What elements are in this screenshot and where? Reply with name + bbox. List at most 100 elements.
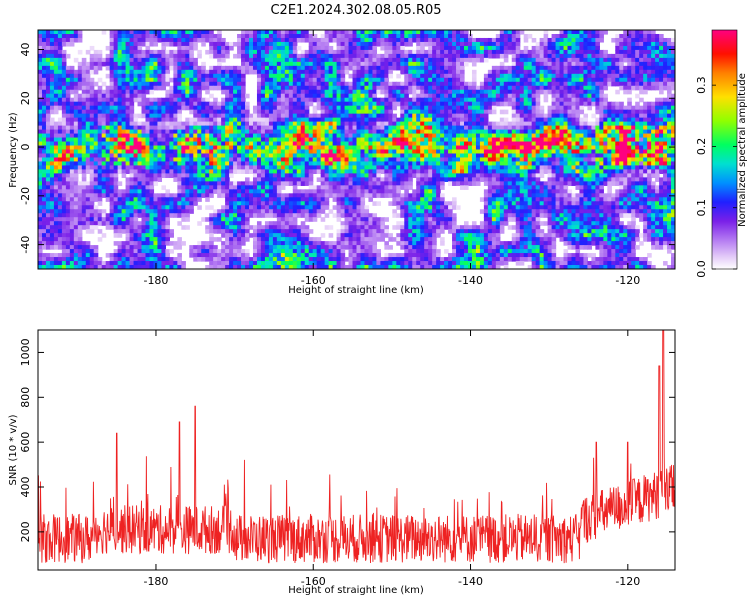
heatmap-cell — [41, 125, 47, 131]
heatmap-cell — [559, 109, 565, 115]
heatmap-cell — [607, 149, 612, 155]
heatmap-cell — [659, 125, 664, 131]
heatmap-cell — [45, 145, 51, 151]
heatmap-cell — [647, 33, 652, 39]
heatmap-cell — [440, 149, 445, 155]
heatmap-cell — [663, 125, 668, 131]
heatmap-cell — [631, 125, 636, 131]
heatmap-cell — [631, 109, 636, 115]
heatmap-cell — [77, 105, 83, 111]
heatmap-cell — [523, 121, 529, 127]
heatmap-cell — [436, 41, 441, 47]
heatmap-cell — [651, 37, 656, 43]
heatmap-cell — [141, 161, 147, 167]
heatmap-cell — [316, 137, 322, 143]
heatmap-cell — [316, 53, 322, 59]
heatmap-cell — [448, 161, 453, 167]
heatmap-cell — [145, 141, 151, 147]
heatmap-cell — [579, 105, 585, 111]
heatmap-cell — [360, 129, 366, 135]
heatmap-cell — [448, 133, 453, 139]
heatmap-cell — [515, 45, 521, 51]
heatmap-cell — [667, 101, 672, 107]
heatmap-cell — [487, 161, 493, 167]
heatmap-cell — [189, 69, 194, 75]
heatmap-cell — [249, 121, 254, 127]
heatmap-cell — [651, 45, 656, 51]
heatmap-cell — [260, 153, 266, 159]
heatmap-cell — [424, 137, 429, 143]
heatmap-cell — [444, 85, 449, 91]
heatmap-cell — [73, 157, 79, 163]
heatmap-cell — [53, 153, 59, 159]
heatmap-cell — [651, 113, 656, 119]
heatmap-cell — [635, 105, 640, 111]
heatmap-cell — [61, 85, 67, 91]
heatmap-cell — [328, 57, 334, 63]
heatmap-cell — [551, 41, 557, 47]
heatmap-cell — [233, 137, 238, 143]
heatmap-cell — [324, 57, 330, 63]
heatmap-cell — [491, 89, 497, 95]
heatmap-cell — [340, 73, 346, 79]
heatmap-cell — [547, 81, 553, 87]
heatmap-cell — [296, 113, 302, 119]
heatmap-cell — [575, 105, 581, 111]
heatmap-cell — [535, 129, 541, 135]
heatmap-cell — [185, 49, 190, 55]
heatmap-cell — [555, 57, 561, 63]
heatmap-cell — [655, 57, 660, 63]
heatmap-cell — [69, 69, 75, 75]
heatmap-cell — [229, 153, 234, 159]
heatmap-cell — [77, 149, 83, 155]
heatmap-cell — [615, 141, 620, 147]
heatmap-cell — [583, 33, 589, 39]
heatmap-cell — [292, 101, 298, 107]
heatmap-cell — [392, 49, 397, 55]
heatmap-cell — [45, 33, 51, 39]
heatmap-cell — [436, 161, 441, 167]
heatmap-cell — [272, 61, 278, 67]
heatmap-cell — [320, 161, 326, 167]
heatmap-cell — [440, 125, 445, 131]
heatmap-cell — [89, 121, 95, 127]
heatmap-cell — [38, 41, 43, 47]
heatmap-cell — [241, 81, 246, 87]
heatmap-cell — [603, 77, 608, 83]
heatmap-cell — [165, 117, 170, 123]
heatmap-cell — [647, 65, 652, 71]
heatmap-cell — [412, 69, 417, 75]
heatmap-cell — [229, 141, 234, 147]
heatmap-cell — [495, 73, 501, 79]
heatmap-cell — [531, 109, 537, 115]
heatmap-cell — [161, 41, 166, 47]
heatmap-cell — [300, 33, 306, 39]
heatmap-cell — [85, 81, 91, 87]
heatmap-cell — [181, 69, 186, 75]
heatmap-cell — [404, 141, 409, 147]
heatmap-cell — [49, 89, 55, 95]
heatmap-cell — [567, 97, 573, 103]
heatmap-cell — [499, 69, 505, 75]
heatmap-cell — [619, 65, 624, 71]
heatmap-cell — [671, 133, 675, 139]
heatmap-cell — [627, 109, 632, 115]
heatmap-cell — [595, 153, 600, 159]
heatmap-cell — [535, 133, 541, 139]
heatmap-cell — [408, 81, 413, 87]
heatmap-cell — [169, 121, 174, 127]
heatmap-cell — [121, 145, 127, 151]
heatmap-cell — [507, 153, 513, 159]
heatmap-cell — [197, 121, 202, 127]
heatmap-cell — [444, 105, 449, 111]
heatmap-cell — [356, 161, 362, 167]
heatmap-cell — [41, 105, 47, 111]
heatmap-cell — [93, 65, 99, 71]
heatmap-cell — [639, 153, 644, 159]
heatmap-cell — [428, 129, 433, 135]
heatmap-cell — [507, 133, 513, 139]
heatmap-cell — [332, 49, 338, 55]
heatmap-cell — [45, 137, 51, 143]
heatmap-cell — [320, 129, 326, 135]
heatmap-cell — [304, 33, 310, 39]
